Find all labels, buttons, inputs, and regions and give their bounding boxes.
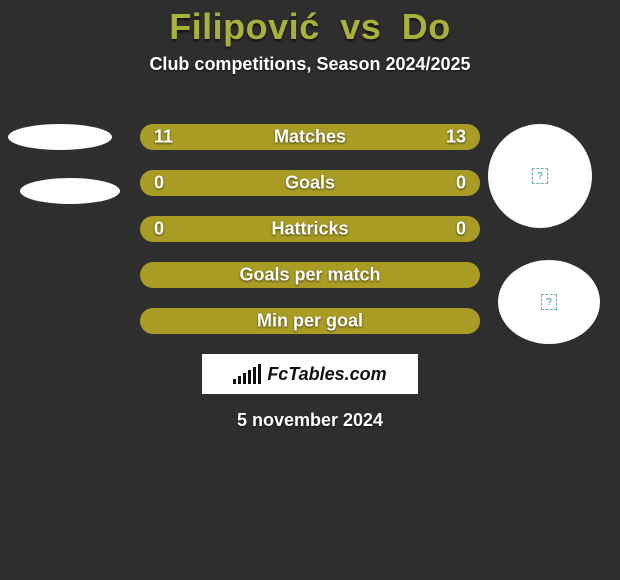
logo-bars-icon xyxy=(233,364,261,384)
logo-text: FcTables.com xyxy=(267,364,386,385)
stat-bar: Goals per match xyxy=(140,262,480,288)
missing-image-icon: ? xyxy=(541,294,557,310)
date-text: 5 november 2024 xyxy=(237,410,383,431)
stat-bar: Min per goal xyxy=(140,308,480,334)
player2-avatar: ? xyxy=(488,124,592,228)
stat-bar: 0 Hattricks 0 xyxy=(140,216,480,242)
subtitle: Club competitions, Season 2024/2025 xyxy=(0,54,620,75)
player1-name: Filipović xyxy=(169,6,320,47)
missing-image-icon: ? xyxy=(532,168,548,184)
stat-label: Goals per match xyxy=(239,265,380,286)
stat-right-value: 0 xyxy=(456,173,466,194)
stat-label: Matches xyxy=(274,127,346,148)
vs-word: vs xyxy=(340,6,381,47)
stats-bars: 11 Matches 13 0 Goals 0 0 Hattricks 0 Goals per m… xyxy=(140,124,480,354)
stat-right-value: 13 xyxy=(446,127,466,148)
stat-label: Hattricks xyxy=(271,219,348,240)
player2-flag: ? xyxy=(498,260,600,344)
stat-right-value: 0 xyxy=(456,219,466,240)
stat-left-value: 0 xyxy=(154,219,164,240)
player1-flag xyxy=(20,178,120,204)
stat-left-value: 11 xyxy=(154,127,173,148)
stat-label: Goals xyxy=(285,173,335,194)
page-title: Filipović vs Do xyxy=(0,0,620,48)
stat-left-value: 0 xyxy=(154,173,164,194)
stat-bar: 11 Matches 13 xyxy=(140,124,480,150)
player2-name: Do xyxy=(402,6,451,47)
player1-avatar xyxy=(8,124,112,150)
stat-bar: 0 Goals 0 xyxy=(140,170,480,196)
stat-label: Min per goal xyxy=(257,311,363,332)
fctables-logo: FcTables.com xyxy=(202,354,418,394)
